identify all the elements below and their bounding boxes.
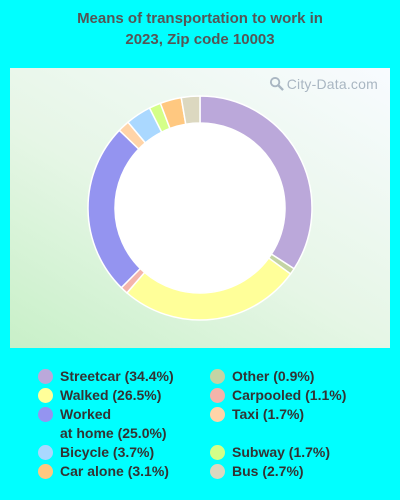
chart-title-line1: Means of transportation to work in <box>77 10 323 27</box>
plot-area: City-Data.com <box>10 68 390 348</box>
legend-label: Worked <box>60 406 112 422</box>
legend-item-worked-at-home: Worked at home (25.0%) <box>38 405 174 443</box>
legend-item-taxi: Taxi (1.7%) <box>210 405 346 424</box>
legend-item-bus: Bus (2.7%) <box>210 462 346 481</box>
legend-column-left: Streetcar (34.4%) Walked (26.5%) Worked … <box>38 367 174 481</box>
legend-label: Carpooled (1.1%) <box>232 387 347 403</box>
legend-swatch <box>210 407 225 422</box>
legend-label: Subway (1.7%) <box>232 444 331 460</box>
legend-label: Car alone (3.1%) <box>60 463 169 479</box>
legend-label: at home (25.0%) <box>60 425 167 441</box>
legend-swatch <box>38 464 53 479</box>
legend-item-subway: Subway (1.7%) <box>210 443 346 462</box>
legend-item-other: Other (0.9%) <box>210 367 346 386</box>
legend-label: Bicycle (3.7%) <box>60 444 155 460</box>
legend-item-car-alone: Car alone (3.1%) <box>38 462 174 481</box>
legend-label: Taxi (1.7%) <box>232 406 305 422</box>
legend-label: Walked (26.5%) <box>60 387 162 403</box>
legend-swatch <box>210 445 225 460</box>
donut-slice-bus <box>180 95 201 126</box>
watermark-text: City-Data.com <box>286 76 378 92</box>
legend-item-walked: Walked (26.5%) <box>38 386 174 405</box>
legend-item-bicycle: Bicycle (3.7%) <box>38 443 174 462</box>
legend-swatch <box>38 407 53 422</box>
legend-item-streetcar: Streetcar (34.4%) <box>38 367 174 386</box>
chart-title-line2: 2023, Zip code 10003 <box>125 31 275 48</box>
legend-item-carpooled: Carpooled (1.1%) <box>210 386 346 405</box>
legend-column-right: Other (0.9%) Carpooled (1.1%) Taxi (1.7%… <box>210 367 346 481</box>
legend-label: Streetcar (34.4%) <box>60 368 174 384</box>
legend-swatch <box>210 388 225 403</box>
donut-chart <box>87 95 313 321</box>
watermark: City-Data.com <box>269 76 378 92</box>
legend-swatch <box>210 369 225 384</box>
legend-label: Other (0.9%) <box>232 368 315 384</box>
magnifier-icon <box>269 76 284 91</box>
legend-swatch <box>38 445 53 460</box>
legend-swatch <box>210 464 225 479</box>
donut-hole <box>115 123 285 293</box>
legend-swatch <box>38 388 53 403</box>
chart-title: Means of transportation to work in 2023,… <box>0 8 400 50</box>
legend-label: Bus (2.7%) <box>232 463 304 479</box>
legend-swatch <box>38 369 53 384</box>
